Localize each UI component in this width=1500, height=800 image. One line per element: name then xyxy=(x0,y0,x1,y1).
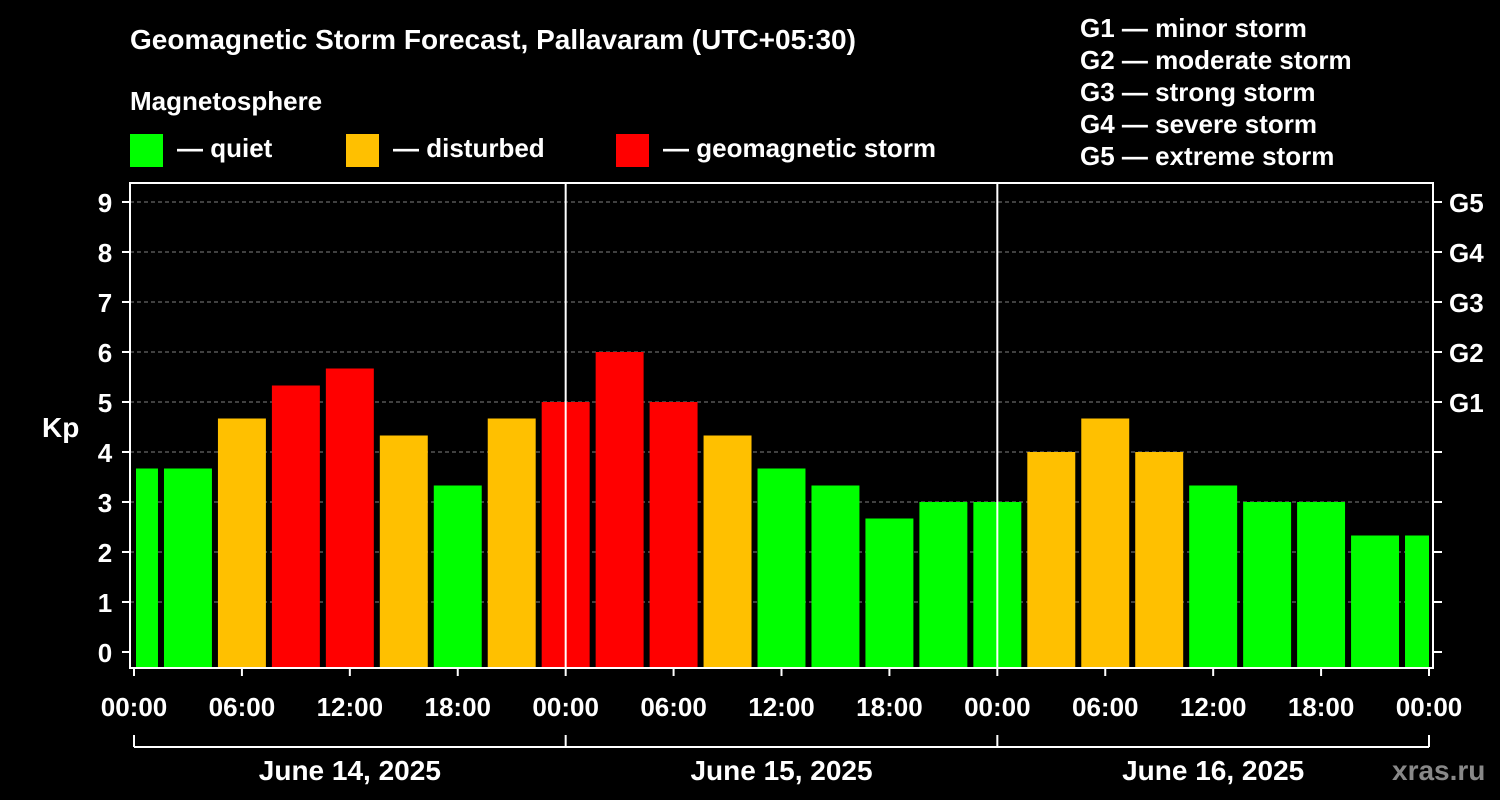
bars xyxy=(136,352,1429,668)
legend-swatch-storm xyxy=(616,134,649,167)
kp-bar xyxy=(649,402,698,668)
tick-labels: 0 1 2 3 4 5 6 7 8 9 G1 G2 G3 G4 G5 00:00 06:00 12:00 18:00… xyxy=(98,188,1484,786)
kp-bar xyxy=(1189,485,1238,668)
x-tick-label: 18:00 xyxy=(1288,692,1355,722)
kp-bar xyxy=(487,418,536,668)
axes xyxy=(122,182,1442,748)
x-tick-label: 00:00 xyxy=(1396,692,1463,722)
kp-bar xyxy=(136,468,158,668)
legend-swatch-quiet xyxy=(130,134,163,167)
storm-scale-g1: G1 — minor storm xyxy=(1080,13,1307,43)
day-label: June 16, 2025 xyxy=(1122,755,1304,786)
kp-bar xyxy=(379,435,428,668)
y-tick-label: 9 xyxy=(98,188,112,218)
x-tick-label: 12:00 xyxy=(748,692,815,722)
g-scale-label: G1 xyxy=(1449,388,1484,418)
storm-scale-g2: G2 — moderate storm xyxy=(1080,45,1352,75)
x-tick-label: 18:00 xyxy=(856,692,923,722)
x-tick-label: 00:00 xyxy=(532,692,599,722)
g-scale-label: G2 xyxy=(1449,338,1484,368)
kp-bar xyxy=(865,518,914,668)
x-tick-label: 12:00 xyxy=(317,692,384,722)
y-tick-label: 6 xyxy=(98,338,112,368)
y-axis-label: Kp xyxy=(42,412,79,443)
storm-scale-g5: G5 — extreme storm xyxy=(1080,141,1334,171)
y-tick-label: 5 xyxy=(98,388,112,418)
kp-bar xyxy=(595,352,644,668)
kp-bar xyxy=(1297,502,1346,668)
kp-bar xyxy=(433,485,482,668)
y-tick-label: 7 xyxy=(98,288,112,318)
x-tick-label: 00:00 xyxy=(964,692,1031,722)
storm-scale-g4: G4 — severe storm xyxy=(1080,109,1317,139)
kp-bar xyxy=(1081,418,1130,668)
kp-bar xyxy=(1243,502,1292,668)
kp-bar xyxy=(919,502,968,668)
x-tick-label: 06:00 xyxy=(1072,692,1139,722)
kp-bar xyxy=(1351,535,1400,668)
legend-label-quiet: — quiet xyxy=(177,133,273,163)
g-scale-label: G4 xyxy=(1449,238,1484,268)
day-label: June 15, 2025 xyxy=(690,755,872,786)
kp-bar xyxy=(1405,535,1429,668)
y-tick-label: 4 xyxy=(98,438,113,468)
x-tick-label: 06:00 xyxy=(209,692,276,722)
day-label: June 14, 2025 xyxy=(259,755,441,786)
kp-bar xyxy=(811,485,860,668)
watermark: xras.ru xyxy=(1392,755,1485,786)
legend-swatch-disturbed xyxy=(346,134,379,167)
legend-label-disturbed: — disturbed xyxy=(393,133,545,163)
y-tick-label: 1 xyxy=(98,588,112,618)
legend-label-storm: — geomagnetic storm xyxy=(663,133,936,163)
x-tick-label: 06:00 xyxy=(640,692,707,722)
x-tick-label: 18:00 xyxy=(425,692,492,722)
kp-bar xyxy=(163,468,212,668)
kp-bar xyxy=(757,468,806,668)
storm-scale-g3: G3 — strong storm xyxy=(1080,77,1315,107)
kp-bar xyxy=(1135,452,1184,668)
kp-bar xyxy=(217,418,266,668)
g-scale-label: G3 xyxy=(1449,288,1484,318)
g-scale-label: G5 xyxy=(1449,188,1484,218)
y-tick-label: 8 xyxy=(98,238,112,268)
kp-bar xyxy=(1027,452,1076,668)
kp-bar xyxy=(325,368,374,668)
y-tick-label: 3 xyxy=(98,488,112,518)
y-tick-label: 0 xyxy=(98,638,112,668)
y-tick-label: 2 xyxy=(98,538,112,568)
kp-bar xyxy=(703,435,752,668)
x-tick-label: 12:00 xyxy=(1180,692,1247,722)
chart-title: Geomagnetic Storm Forecast, Pallavaram (… xyxy=(130,24,856,55)
kp-bar xyxy=(271,385,320,668)
legend-heading: Magnetosphere xyxy=(130,86,322,116)
x-tick-label: 00:00 xyxy=(101,692,168,722)
